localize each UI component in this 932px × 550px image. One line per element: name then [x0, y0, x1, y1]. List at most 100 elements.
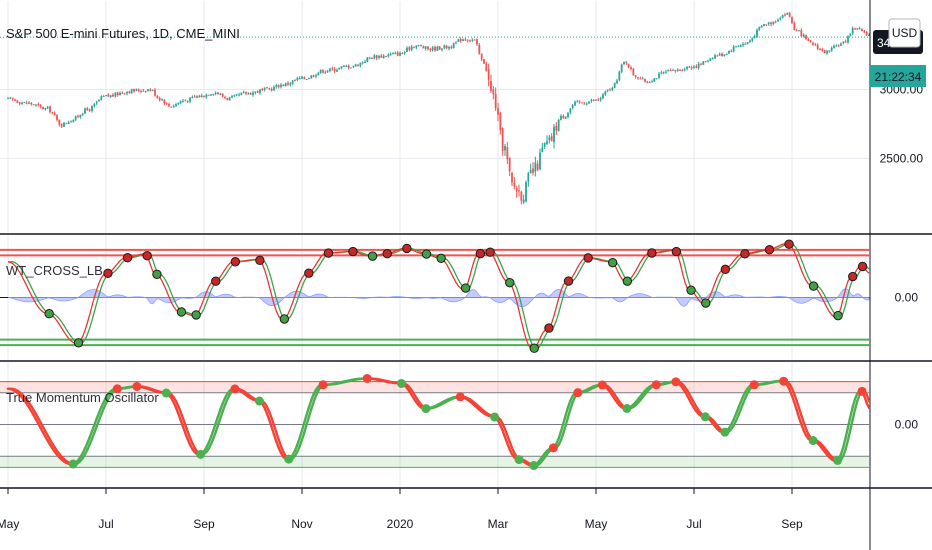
candle-body [767, 22, 770, 24]
candle-body [716, 55, 719, 57]
candle-body [868, 35, 870, 37]
tmo-zero-tick: 0.00 [895, 418, 919, 432]
candle-body [788, 13, 791, 17]
time-tick-label-mar: Mar [488, 517, 509, 531]
candle-body [58, 119, 61, 125]
candle-body [655, 78, 658, 80]
candle-body [625, 62, 628, 64]
candle-body [403, 52, 406, 54]
candle-body [511, 172, 513, 183]
candle-body [595, 99, 597, 101]
tmo-signal-segment [307, 407, 313, 418]
wt-bull-cross-dot [505, 277, 515, 288]
tmo-overbought-band [0, 381, 870, 393]
candle-body [562, 115, 565, 119]
candle-body [569, 108, 572, 113]
candle-body [424, 46, 427, 49]
candle-body [809, 40, 812, 43]
candle-body [735, 46, 737, 48]
price-candles [7, 12, 870, 205]
candle-body [527, 173, 530, 182]
tmo-bear-dot [651, 380, 661, 390]
candle-body [543, 142, 546, 147]
candle-body [119, 92, 121, 96]
candle-body [359, 62, 362, 66]
candle-body [140, 91, 142, 93]
candle-body [368, 57, 371, 59]
candle-body [310, 75, 313, 79]
candle-body [268, 88, 271, 90]
candle-body [606, 89, 609, 91]
wt-bear-cross-dot [230, 257, 241, 267]
candle-body [667, 69, 670, 72]
candle-body [590, 99, 593, 102]
candle-body [336, 69, 338, 72]
candle-body [81, 113, 84, 116]
wt-bull-cross-dot [607, 257, 618, 268]
candle-body [413, 46, 415, 48]
candle-body [9, 97, 12, 99]
candle-body [637, 77, 639, 79]
time-tick-label-nov: Nov [291, 517, 312, 531]
candle-body [604, 91, 607, 95]
candle-body [340, 66, 343, 68]
tmo-main-segment [842, 436, 847, 449]
candle-body [277, 85, 280, 88]
candle-body [492, 89, 495, 94]
candle-body [515, 188, 518, 192]
candle-body [856, 28, 859, 30]
candle-body [861, 28, 863, 32]
symbol-title[interactable]: S&P 500 E-mini Futures, 1D, CME_MINI [6, 26, 240, 41]
candle-body [261, 89, 264, 91]
time-axis[interactable]: May Jul Sep Nov 2020 Mar May Jul Sep [0, 488, 803, 531]
wt-cross-pane[interactable]: WT_CROSS_LB 0.00 [0, 235, 918, 360]
candle-body [18, 102, 21, 104]
currency-button[interactable] [888, 18, 921, 48]
candle-body [77, 115, 79, 117]
price-axis[interactable]: 2500.00 3000.00 34 USD 21:22:34 [869, 0, 926, 550]
candle-body [289, 83, 292, 85]
wt-label[interactable]: WT_CROSS_LB [6, 263, 103, 278]
candle-body [207, 94, 210, 96]
tmo-main-segment [562, 413, 567, 425]
candle-body [830, 47, 833, 51]
candle-body [193, 96, 196, 98]
candle-body [401, 52, 404, 54]
tmo-signal-segment [865, 393, 871, 403]
candle-body [532, 168, 534, 173]
candle-body [534, 162, 537, 172]
price-pane[interactable]: S&P 500 E-mini Futures, 1D, CME_MINI [0, 1, 870, 233]
candle-body [322, 70, 324, 73]
candle-body [408, 47, 411, 50]
tmo-signal-segment [844, 438, 850, 451]
tmo-bear-dot [749, 380, 759, 390]
candle-body [14, 99, 16, 101]
tmo-main-segment [307, 398, 313, 409]
candle-body [56, 115, 58, 120]
candle-body [753, 36, 756, 38]
currency-button-label[interactable]: USD [892, 26, 918, 40]
price-grid [0, 1, 870, 233]
tmo-label[interactable]: True Momentum Oscillator [6, 390, 159, 405]
tmo-pane[interactable]: True Momentum Oscillator 0.00 [0, 362, 918, 487]
tmo-bear-dot [362, 373, 372, 383]
candle-body [86, 107, 89, 111]
candle-body [142, 90, 145, 92]
candle-body [210, 94, 212, 96]
candle-body [805, 35, 807, 40]
candle-body [287, 82, 289, 85]
tmo-levels [0, 381, 870, 468]
tmo-signal-segment [564, 416, 570, 427]
wt-bull-cross-dot [152, 269, 162, 279]
tmo-bull-dot [720, 427, 730, 437]
candle-body [478, 44, 481, 54]
candle-body [588, 101, 590, 104]
candle-body [329, 68, 331, 71]
candle-body [644, 78, 646, 82]
wt-bull-cross-dot [701, 298, 711, 308]
candle-body [154, 89, 156, 96]
candle-body [560, 115, 562, 120]
candle-body [711, 58, 714, 60]
candle-body [44, 108, 47, 110]
